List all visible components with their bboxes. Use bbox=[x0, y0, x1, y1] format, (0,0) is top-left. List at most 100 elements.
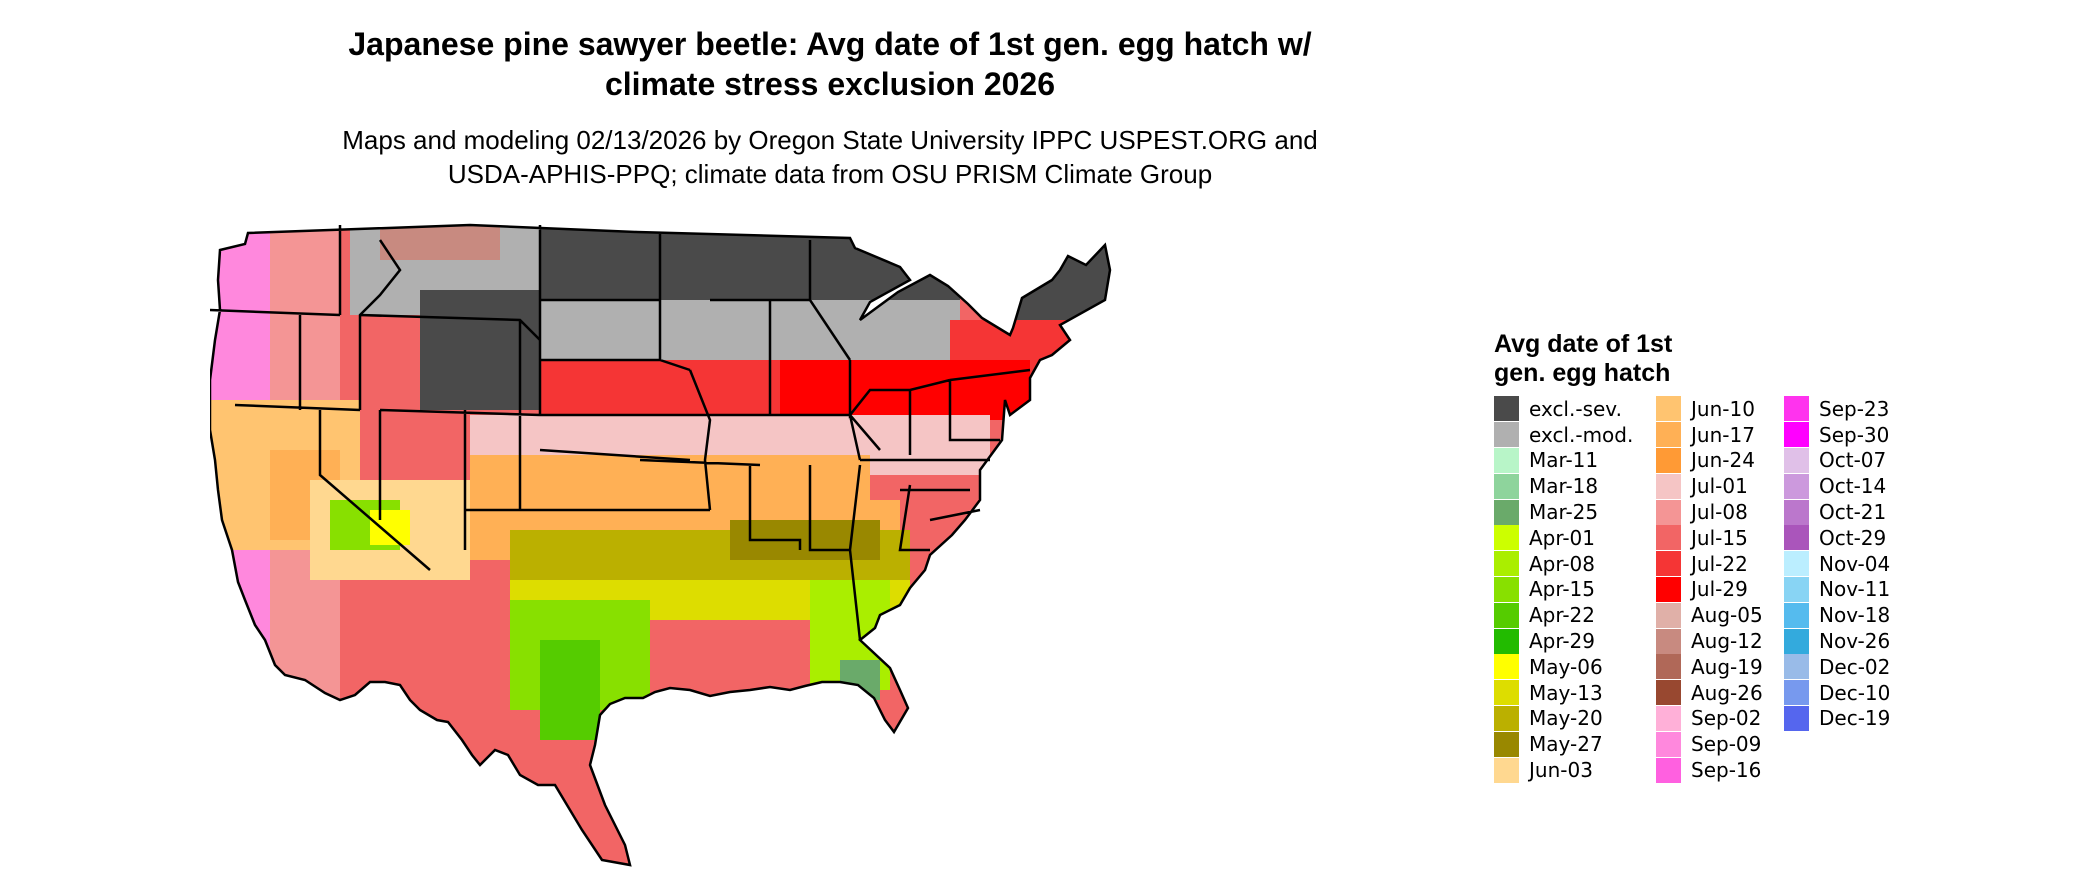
legend-label: May-27 bbox=[1529, 732, 1603, 757]
legend-label: Sep-30 bbox=[1819, 422, 1890, 447]
legend-item: Mar-11 bbox=[1494, 447, 1633, 474]
legend-label: Mar-25 bbox=[1529, 500, 1599, 525]
legend-item: Jun-10 bbox=[1656, 396, 1763, 422]
legend-swatch bbox=[1494, 525, 1519, 551]
legend-item: Nov-26 bbox=[1784, 628, 1890, 654]
legend-label: Dec-10 bbox=[1819, 680, 1891, 705]
legend-swatch bbox=[1784, 705, 1809, 731]
legend-swatch bbox=[1784, 499, 1809, 525]
legend-swatch bbox=[1494, 396, 1519, 422]
us-choropleth-map bbox=[210, 223, 1112, 867]
legend-swatch bbox=[1656, 551, 1681, 577]
legend-label: Nov-26 bbox=[1819, 629, 1891, 654]
legend-label: May-13 bbox=[1529, 680, 1603, 705]
legend-label: Oct-14 bbox=[1819, 474, 1887, 499]
state-boundaries bbox=[210, 223, 1112, 867]
map-title-line-1: Japanese pine sawyer beetle: Avg date of… bbox=[348, 26, 1312, 62]
legend-swatch bbox=[1656, 757, 1681, 783]
map-title: Japanese pine sawyer beetle: Avg date of… bbox=[200, 24, 1460, 104]
legend-label: Apr-01 bbox=[1529, 525, 1595, 550]
legend-item: Jun-24 bbox=[1656, 447, 1763, 474]
legend-label: Jun-17 bbox=[1691, 422, 1755, 447]
legend-label: Jul-22 bbox=[1691, 551, 1748, 576]
legend-label: Oct-29 bbox=[1819, 525, 1887, 550]
legend-item: excl.-mod. bbox=[1494, 422, 1633, 448]
legend-swatch bbox=[1784, 680, 1809, 706]
legend-label: Dec-19 bbox=[1819, 706, 1891, 731]
legend-label: Dec-02 bbox=[1819, 654, 1891, 679]
legend-swatch bbox=[1656, 576, 1681, 602]
legend-label: Aug-19 bbox=[1691, 654, 1763, 679]
legend-label: Jul-01 bbox=[1691, 474, 1748, 499]
legend-swatch bbox=[1784, 551, 1809, 577]
legend-swatch bbox=[1494, 602, 1519, 628]
legend-swatch bbox=[1656, 680, 1681, 706]
legend-swatch bbox=[1784, 422, 1809, 448]
legend-label: Oct-21 bbox=[1819, 500, 1887, 525]
legend-item: Apr-08 bbox=[1494, 551, 1633, 577]
legend-label: Apr-08 bbox=[1529, 551, 1595, 576]
legend-swatch bbox=[1784, 602, 1809, 628]
legend-label: Aug-26 bbox=[1691, 680, 1763, 705]
legend-swatch bbox=[1656, 396, 1681, 422]
legend-item: May-06 bbox=[1494, 654, 1633, 680]
legend-swatch bbox=[1494, 654, 1519, 680]
legend-item: Apr-22 bbox=[1494, 602, 1633, 628]
legend-swatch bbox=[1494, 422, 1519, 448]
legend-swatch bbox=[1494, 731, 1519, 757]
legend-item: Oct-21 bbox=[1784, 499, 1890, 525]
legend-swatch bbox=[1656, 499, 1681, 525]
legend-item: Jun-17 bbox=[1656, 422, 1763, 448]
legend-label: Apr-29 bbox=[1529, 629, 1595, 654]
legend-swatch bbox=[1656, 654, 1681, 680]
map-subtitle: Maps and modeling 02/13/2026 by Oregon S… bbox=[200, 123, 1460, 191]
legend-label: Mar-11 bbox=[1529, 448, 1599, 473]
legend-item: Aug-26 bbox=[1656, 680, 1763, 706]
legend-item: Sep-23 bbox=[1784, 396, 1890, 422]
legend-item: Dec-10 bbox=[1784, 680, 1890, 706]
legend-item: Dec-02 bbox=[1784, 654, 1890, 680]
legend-swatch bbox=[1494, 705, 1519, 731]
legend-item: Aug-19 bbox=[1656, 654, 1763, 680]
legend-swatch bbox=[1494, 628, 1519, 654]
legend-label: Sep-02 bbox=[1691, 706, 1762, 731]
legend-label: Apr-22 bbox=[1529, 603, 1595, 628]
legend-item: Jul-29 bbox=[1656, 576, 1763, 603]
legend-swatch bbox=[1784, 473, 1809, 499]
legend-item: Apr-29 bbox=[1494, 628, 1633, 654]
legend-item: Sep-02 bbox=[1656, 705, 1763, 732]
legend-swatch bbox=[1656, 602, 1681, 628]
legend-swatch bbox=[1656, 525, 1681, 551]
legend-item: Jul-15 bbox=[1656, 525, 1763, 551]
legend-label: Apr-15 bbox=[1529, 577, 1595, 602]
legend-swatch bbox=[1494, 680, 1519, 706]
legend-label: Nov-11 bbox=[1819, 577, 1891, 602]
legend-label: May-06 bbox=[1529, 654, 1603, 679]
legend-label: Aug-05 bbox=[1691, 603, 1763, 628]
legend-label: Sep-23 bbox=[1819, 396, 1890, 421]
legend-label: May-20 bbox=[1529, 706, 1603, 731]
legend-label: Jun-24 bbox=[1691, 448, 1755, 473]
legend-item: Oct-07 bbox=[1784, 447, 1890, 474]
legend-title-line-1: Avg date of 1st bbox=[1494, 330, 1673, 358]
legend-item: Apr-01 bbox=[1494, 525, 1633, 551]
legend-swatch bbox=[1784, 396, 1809, 422]
legend-item: Jul-01 bbox=[1656, 473, 1763, 499]
legend-item: excl.-sev. bbox=[1494, 396, 1633, 422]
legend-item: Oct-14 bbox=[1784, 473, 1890, 499]
legend-swatch bbox=[1656, 447, 1681, 473]
legend-item: Jun-03 bbox=[1494, 757, 1633, 783]
map-subtitle-line-2: USDA-APHIS-PPQ; climate data from OSU PR… bbox=[447, 159, 1213, 189]
legend-label: Nov-18 bbox=[1819, 603, 1891, 628]
legend-item: Aug-12 bbox=[1656, 628, 1763, 654]
legend-swatch bbox=[1784, 654, 1809, 680]
legend-label: Jun-10 bbox=[1691, 396, 1755, 421]
legend-item: Aug-05 bbox=[1656, 602, 1763, 628]
legend-swatch bbox=[1656, 628, 1681, 654]
map-subtitle-line-1: Maps and modeling 02/13/2026 by Oregon S… bbox=[342, 125, 1318, 155]
legend-item: Nov-11 bbox=[1784, 576, 1891, 603]
legend-item: May-27 bbox=[1494, 731, 1633, 757]
legend-label: Mar-18 bbox=[1529, 474, 1599, 499]
legend-label: excl.-mod. bbox=[1529, 422, 1634, 447]
legend-label: Jul-15 bbox=[1691, 525, 1748, 550]
